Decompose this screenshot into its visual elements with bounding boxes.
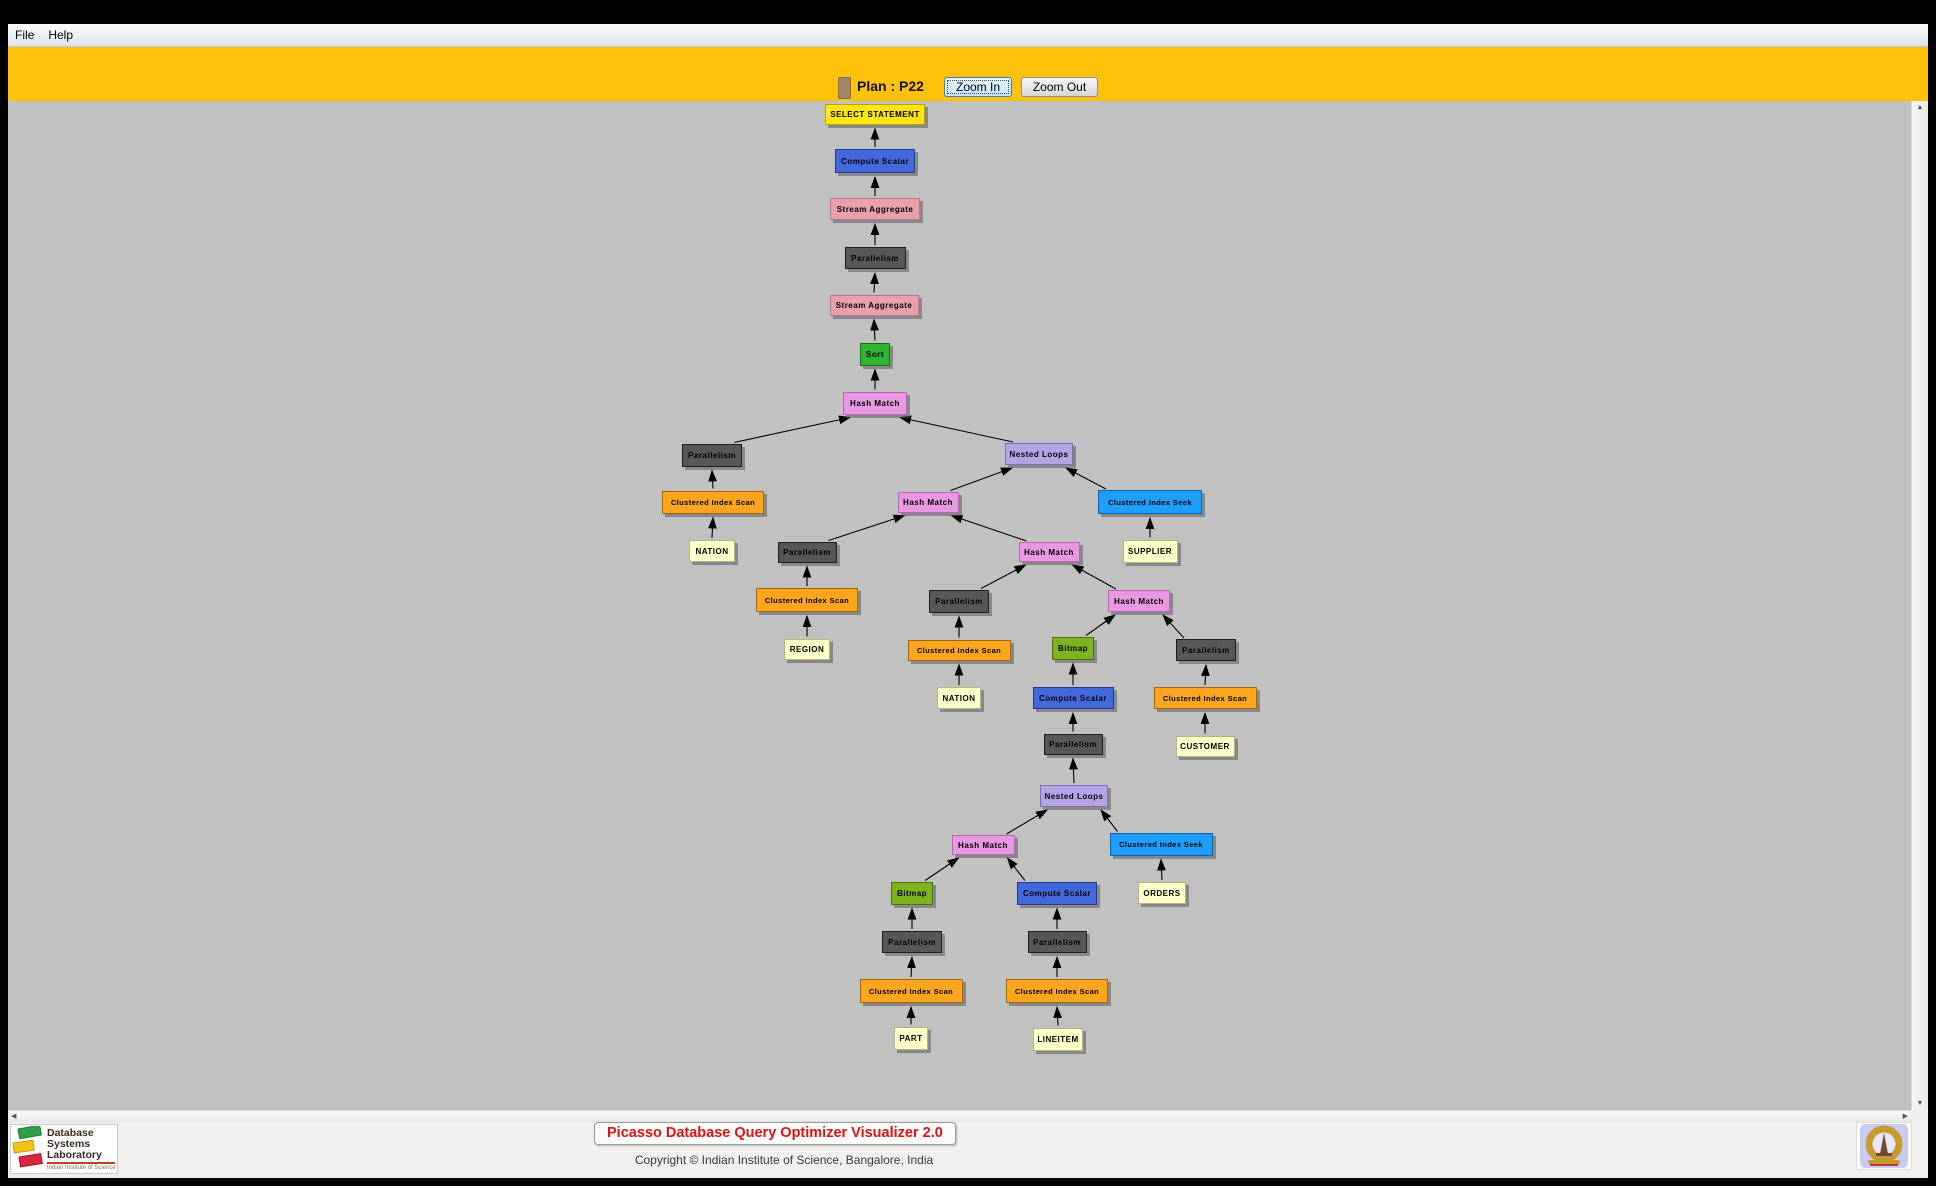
plan-node-clustered-index-seek-2[interactable]: Clustered Index Seek	[1109, 832, 1213, 856]
plan-node-bitmap-1[interactable]: Bitmap	[1052, 636, 1094, 660]
plan-node-nation-2[interactable]: NATION	[937, 687, 981, 709]
plan-node-parallelism-8[interactable]: Parallelism	[1027, 931, 1087, 953]
plan-node-stream-aggregate-2[interactable]: Stream Aggregate	[829, 294, 919, 316]
plan-node-parallelism-2[interactable]: Parallelism	[682, 443, 742, 467]
plan-node-parallelism-7[interactable]: Parallelism	[882, 931, 942, 953]
scroll-up-icon[interactable]: ▲	[1916, 104, 1924, 111]
plan-node-customer[interactable]: CUSTOMER	[1175, 735, 1235, 757]
app-title-banner: Picasso Database Query Optimizer Visuali…	[594, 1122, 956, 1145]
plan-node-clustered-index-scan-2[interactable]: Clustered Index Scan	[756, 588, 858, 612]
plan-node-clustered-index-scan-3[interactable]: Clustered Index Scan	[907, 639, 1011, 661]
plan-node-compute-scalar-3[interactable]: Compute Scalar	[1017, 881, 1097, 905]
plan-node-clustered-index-scan-5[interactable]: Clustered Index Scan	[859, 979, 963, 1003]
dsl-text-line1: Database	[47, 1126, 94, 1139]
plan-node-hash-match-1[interactable]: Hash Match	[843, 391, 907, 415]
menu-file[interactable]: File	[15, 28, 35, 42]
iisc-emblem	[1856, 1122, 1912, 1170]
plan-node-bitmap-2[interactable]: Bitmap	[891, 881, 933, 905]
dsl-text-line2: Systems	[47, 1137, 91, 1150]
plan-node-compute-scalar-2[interactable]: Compute Scalar	[1032, 687, 1114, 709]
plan-node-hash-match-2[interactable]: Hash Match	[897, 491, 959, 513]
dsl-logo: Database Systems Laboratory Indian Insti…	[10, 1124, 118, 1174]
plan-node-hash-match-3[interactable]: Hash Match	[1018, 542, 1080, 562]
scroll-right-icon[interactable]: ▶	[1902, 1113, 1908, 1120]
dsl-divider	[47, 1161, 115, 1164]
plan-node-compute-scalar-1[interactable]: Compute Scalar	[835, 149, 915, 173]
app-window: File Help Plan : P22 Zoom In Zoom Out SE…	[8, 24, 1928, 1178]
iisc-seal-icon	[1860, 1124, 1908, 1168]
plan-node-nested-loops-1[interactable]: Nested Loops	[1005, 443, 1073, 465]
plan-node-sort-1[interactable]: Sort	[860, 342, 890, 366]
plan-color-swatch	[838, 77, 851, 99]
vertical-scrollbar[interactable]: ▲ ▼	[1911, 101, 1928, 1110]
zoom-in-button[interactable]: Zoom In	[944, 77, 1012, 97]
dsl-bricks-icon	[12, 1126, 43, 1168]
plan-node-parallelism-3[interactable]: Parallelism	[777, 541, 837, 563]
scroll-left-icon[interactable]: ◀	[11, 1113, 17, 1120]
plan-node-parallelism-6[interactable]: Parallelism	[1043, 733, 1103, 755]
plan-node-region[interactable]: REGION	[784, 638, 830, 660]
toolbar: Plan : P22 Zoom In Zoom Out	[8, 47, 1928, 101]
copyright-text: Copyright © Indian Institute of Science,…	[634, 1153, 934, 1167]
plan-node-stream-aggregate-1[interactable]: Stream Aggregate	[830, 198, 920, 220]
scrollbar-corner	[1911, 1110, 1928, 1122]
plan-node-hash-match-4[interactable]: Hash Match	[1108, 590, 1170, 612]
plan-node-lineitem[interactable]: LINEITEM	[1033, 1027, 1083, 1051]
plan-node-clustered-index-scan-4[interactable]: Clustered Index Scan	[1153, 687, 1257, 709]
dsl-text-line3: Laboratory	[47, 1148, 102, 1161]
plan-node-parallelism-4[interactable]: Parallelism	[929, 589, 989, 613]
plan-node-select-statement[interactable]: SELECT STATEMENT	[825, 103, 925, 125]
plan-node-clustered-index-scan-1[interactable]: Clustered Index Scan	[662, 490, 764, 514]
horizontal-scrollbar[interactable]: ◀ ▶	[8, 1110, 1911, 1122]
plan-tree-edges	[708, 127, 1210, 1026]
plan-node-nested-loops-2[interactable]: Nested Loops	[1040, 785, 1108, 807]
plan-node-clustered-index-scan-6[interactable]: Clustered Index Scan	[1006, 979, 1108, 1003]
plan-node-hash-match-5[interactable]: Hash Match	[951, 835, 1015, 855]
zoom-out-button[interactable]: Zoom Out	[1021, 77, 1098, 97]
plan-node-orders[interactable]: ORDERS	[1138, 882, 1186, 904]
menu-help[interactable]: Help	[48, 28, 74, 42]
plan-node-nation-1[interactable]: NATION	[689, 540, 735, 562]
scroll-down-icon[interactable]: ▼	[1916, 1100, 1924, 1107]
plan-node-clustered-index-seek-1[interactable]: Clustered Index Seek	[1098, 490, 1202, 514]
plan-node-parallelism-5[interactable]: Parallelism	[1176, 639, 1236, 661]
plan-node-parallelism-1[interactable]: Parallelism	[844, 247, 906, 269]
menu-bar: File Help	[8, 24, 1928, 47]
plan-node-part[interactable]: PART	[894, 1026, 928, 1050]
plan-node-supplier[interactable]: SUPPLIER	[1122, 539, 1178, 563]
plan-tree-canvas: SELECT STATEMENT Compute Scalar Stream Agg…	[8, 101, 1911, 1110]
footer: Database Systems Laboratory Indian Insti…	[8, 1122, 1928, 1178]
plan-label: Plan : P22	[857, 78, 924, 94]
dsl-subtitle: Indian Institute of Science	[47, 1164, 116, 1171]
